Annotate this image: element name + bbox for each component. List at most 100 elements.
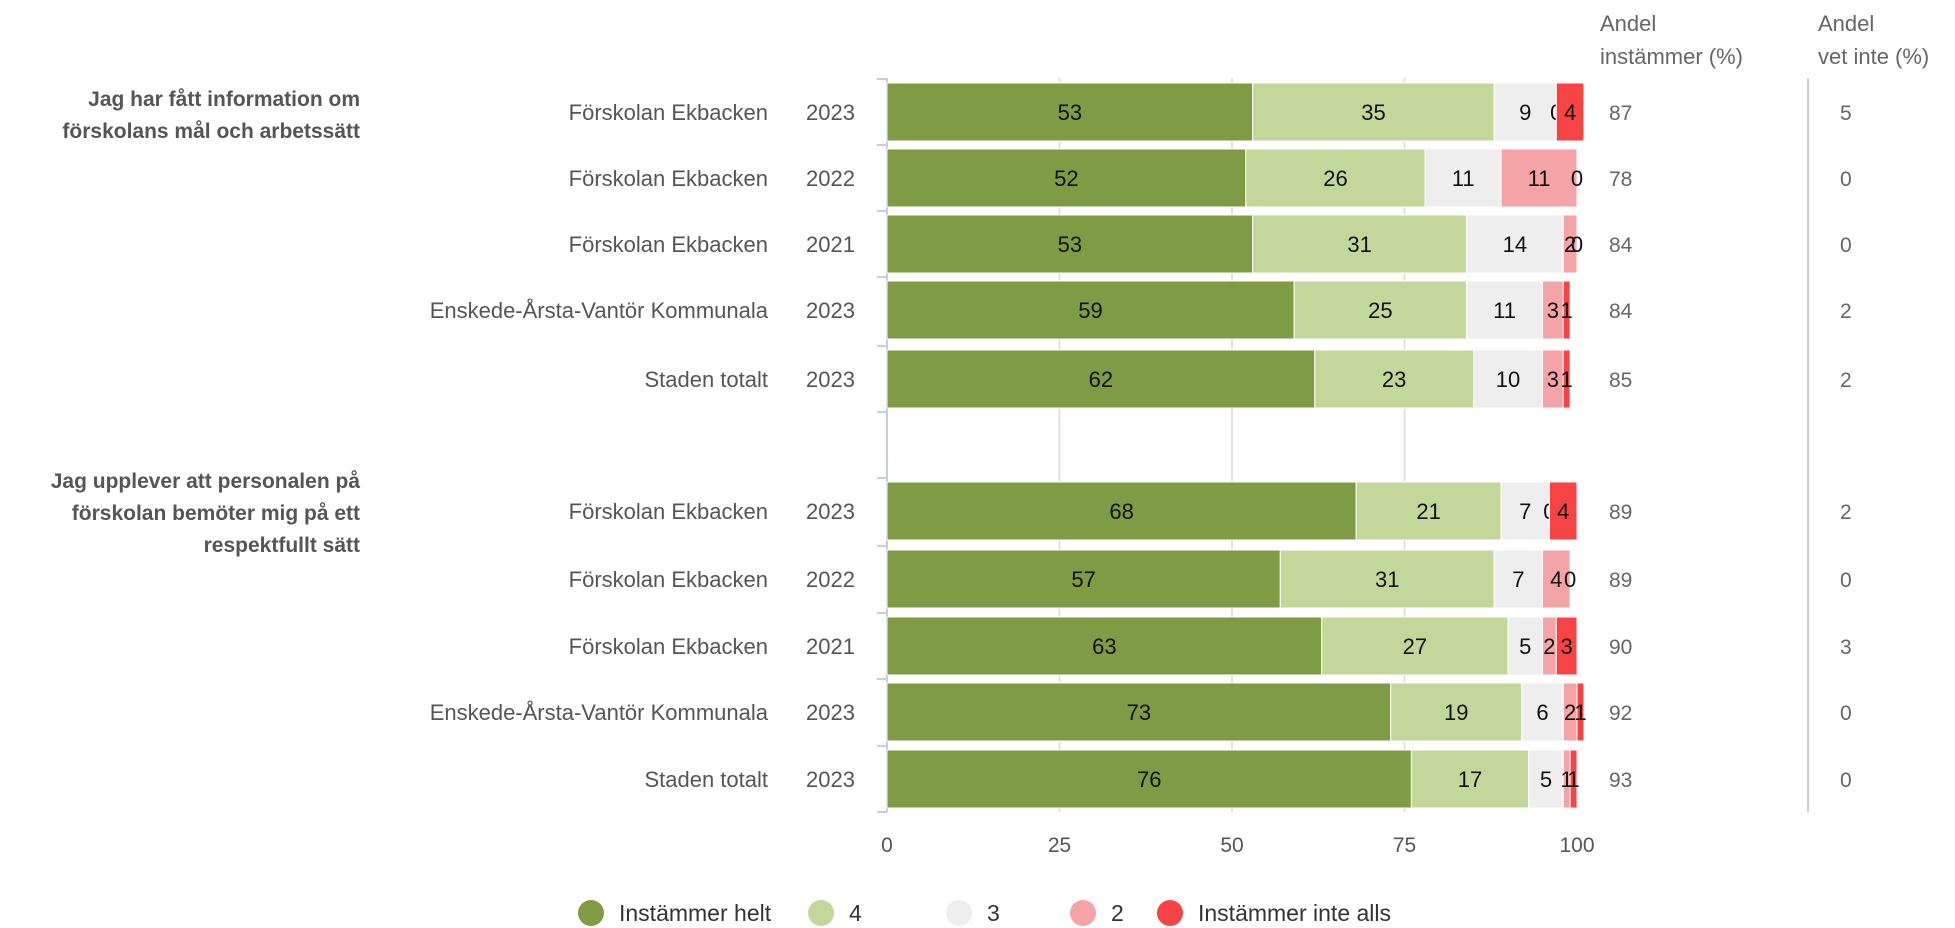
bar-segment [1569,749,1578,809]
bar-value-label: 19 [1444,700,1468,725]
bar-value-label: 62 [1089,367,1113,392]
agree-share-value: 85 [1609,369,1632,392]
row-unit-label: Enskede-Årsta-Vantör Kommunala [430,298,769,323]
bar-value-label: 17 [1458,767,1482,792]
agree-share-value: 90 [1609,636,1632,659]
bar-segment [1521,682,1564,742]
bar-value-label: 1 [1574,700,1586,725]
bar-value-label: 3 [1547,367,1559,392]
bar-segment [1424,148,1502,208]
bar-value-label: 27 [1403,634,1427,659]
bar-segment [886,616,1323,676]
row-year-label: 2023 [806,767,855,792]
bar-value-label: 0 [1571,166,1583,191]
bar-segment [886,549,1281,609]
row-year-label: 2021 [806,232,855,257]
bar-segment [1528,749,1564,809]
agree-share-header: Andel [1600,11,1656,36]
bar-segment [1473,349,1543,409]
legend-swatch [946,900,972,926]
agree-share-value: 87 [1609,102,1632,125]
row-year-label: 2021 [806,634,855,659]
bar-value-label: 7 [1512,567,1524,592]
agree-share-value: 78 [1609,168,1632,191]
row-unit-label: Förskolan Ekbacken [569,166,768,191]
agree-share-value: 89 [1609,569,1632,592]
bar-value-label: 9 [1519,100,1531,125]
bar-segment [1576,682,1585,742]
bar-value-label: 5 [1519,634,1531,659]
legend-label: 2 [1111,900,1124,926]
row-year-label: 2023 [806,499,855,524]
dont-know-share-value: 0 [1840,569,1852,592]
row-unit-label: Staden totalt [644,767,768,792]
bar-value-label: 63 [1092,634,1116,659]
x-tick-label: 25 [1048,834,1071,857]
bar-value-label: 4 [1557,499,1569,524]
bar-segment [1562,349,1571,409]
row-year-label: 2023 [806,367,855,392]
row-year-label: 2022 [806,166,855,191]
agree-share-header: instämmer (%) [1600,44,1743,69]
bar-value-label: 2 [1564,700,1576,725]
bar-segment [886,481,1357,541]
bar-segment [1355,481,1502,541]
x-tick-label: 100 [1559,834,1594,857]
agree-share-value: 93 [1609,769,1632,792]
bar-value-label: 53 [1058,100,1082,125]
dont-know-share-header: vet inte (%) [1818,44,1929,69]
legend-swatch [578,900,604,926]
bar-segment [1500,148,1578,208]
bar-value-label: 23 [1382,367,1406,392]
dont-know-share-value: 3 [1840,636,1852,659]
x-tick-label: 0 [881,834,893,857]
bar-segment [1507,616,1543,676]
bar-value-label: 25 [1368,298,1392,323]
dont-know-share-value: 2 [1840,369,1852,392]
bar-segment [1542,549,1571,609]
row-year-label: 2022 [806,567,855,592]
bar-value-label: 3 [1561,634,1573,659]
row-year-label: 2023 [806,298,855,323]
row-unit-label: Förskolan Ekbacken [569,499,768,524]
question-label: förskolans mål och arbetssätt [62,120,360,143]
bar-segment [1466,214,1564,274]
bar-segment [886,82,1254,142]
bar-segment [1493,549,1543,609]
bar-value-label: 14 [1503,232,1527,257]
bar-segment [1562,214,1578,274]
bar-value-label: 53 [1058,232,1082,257]
bar-value-label: 1 [1561,298,1573,323]
bar-segment [1314,349,1475,409]
bar-value-label: 31 [1347,232,1371,257]
bar-value-label: 31 [1375,567,1399,592]
row-unit-label: Enskede-Årsta-Vantör Kommunala [430,700,769,725]
agree-share-value: 89 [1609,501,1632,524]
bar-segment [1245,148,1426,208]
row-unit-label: Staden totalt [644,367,768,392]
bar-value-label: 11 [1493,298,1516,323]
bar-segment [1562,280,1571,340]
legend-label: Instämmer helt [619,900,772,926]
row-unit-label: Förskolan Ekbacken [569,567,768,592]
question-label: respektfullt sätt [204,534,360,557]
bar-value-label: 57 [1071,567,1095,592]
x-tick-label: 50 [1220,834,1243,857]
bar-value-label: 76 [1137,767,1161,792]
bar-value-label: 3 [1547,298,1559,323]
dont-know-share-header: Andel [1818,11,1874,36]
bar-segment [1555,616,1578,676]
row-unit-label: Förskolan Ekbacken [569,232,768,257]
bar-value-label: 73 [1127,700,1151,725]
question-label: Jag har fått information om [88,88,360,111]
bar-value-label: 68 [1109,499,1133,524]
dont-know-share-value: 0 [1840,702,1852,725]
bar-segment [886,148,1247,208]
question-label: förskolan bemöter mig på ett [72,502,360,525]
row-year-label: 2023 [806,700,855,725]
bar-value-label: 52 [1054,166,1078,191]
dont-know-share-value: 0 [1840,168,1852,191]
dont-know-share-value: 0 [1840,234,1852,257]
bar-segment [1252,214,1468,274]
agree-share-value: 92 [1609,702,1632,725]
